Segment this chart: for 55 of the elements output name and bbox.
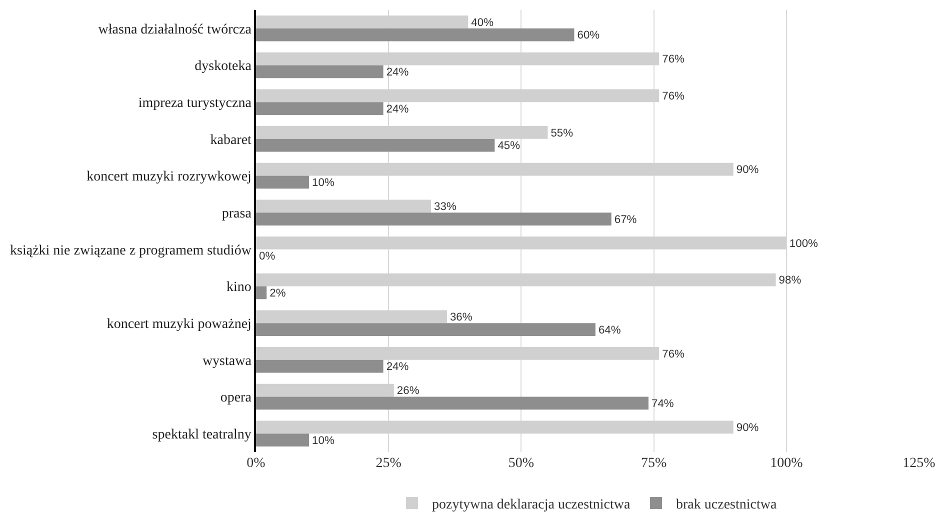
bar bbox=[256, 360, 384, 373]
bar bbox=[256, 212, 612, 226]
legend-label: brak uczestnictwa bbox=[676, 497, 778, 512]
data-label: 0% bbox=[259, 250, 276, 263]
y-tick-label: kabaret bbox=[210, 132, 252, 148]
data-label: 98% bbox=[778, 274, 802, 287]
data-label: 74% bbox=[652, 398, 674, 410]
y-tick-label: spektakl teatralny bbox=[152, 427, 252, 442]
bar bbox=[256, 323, 596, 336]
y-tick-label: koncert muzyki rozrywkowej bbox=[86, 170, 252, 185]
data-label: 33% bbox=[434, 201, 456, 213]
x-tick-label: 75% bbox=[640, 456, 667, 471]
bar bbox=[256, 396, 648, 410]
data-label: 24% bbox=[386, 103, 409, 116]
data-label: 10% bbox=[312, 434, 334, 447]
y-tick-label: kino bbox=[226, 280, 252, 296]
y-tick-label: prasa bbox=[222, 206, 252, 222]
data-label: 76% bbox=[662, 54, 685, 66]
data-label: 24% bbox=[386, 66, 409, 79]
data-label: 90% bbox=[736, 422, 759, 434]
data-label: 40% bbox=[471, 16, 494, 29]
data-label: 55% bbox=[550, 127, 574, 140]
y-tick-label: koncert muzyki poważnej bbox=[106, 316, 252, 332]
data-label: 45% bbox=[498, 140, 520, 152]
x-tick-label: 100% bbox=[770, 456, 804, 471]
data-label: 60% bbox=[577, 30, 600, 42]
bar bbox=[256, 138, 495, 152]
y-tick-label: opera bbox=[220, 390, 252, 406]
bar bbox=[256, 286, 267, 300]
x-tick-label: 125% bbox=[902, 456, 936, 471]
data-label: 90% bbox=[736, 164, 759, 176]
x-tick-label: 0% bbox=[246, 456, 266, 471]
data-label: 24% bbox=[386, 361, 409, 374]
data-label: 36% bbox=[450, 312, 472, 324]
data-label: 64% bbox=[598, 324, 621, 336]
data-label: 67% bbox=[614, 214, 637, 226]
x-tick-label: 50% bbox=[508, 456, 534, 471]
bar bbox=[256, 434, 310, 446]
legend-label: pozytywna deklaracja uczestnictwa bbox=[432, 497, 632, 512]
bar bbox=[256, 28, 574, 42]
y-tick-label: książki nie związane z programem studiów bbox=[10, 243, 252, 258]
data-label: 100% bbox=[789, 238, 818, 250]
x-tick-label: 25% bbox=[376, 456, 402, 471]
y-tick-label: dyskoteka bbox=[194, 59, 252, 74]
y-tick-label: własna działalność twórcza bbox=[98, 22, 252, 38]
data-label: 10% bbox=[312, 177, 334, 190]
bar bbox=[256, 176, 310, 189]
y-tick-label: wystawa bbox=[202, 354, 252, 369]
bar bbox=[256, 65, 384, 78]
data-label: 26% bbox=[396, 385, 420, 398]
bar bbox=[256, 102, 384, 115]
data-label: 2% bbox=[270, 288, 286, 300]
data-label: 76% bbox=[662, 348, 685, 360]
data-label: 76% bbox=[662, 90, 685, 102]
y-tick-label: impreza turystyczna bbox=[138, 96, 252, 111]
